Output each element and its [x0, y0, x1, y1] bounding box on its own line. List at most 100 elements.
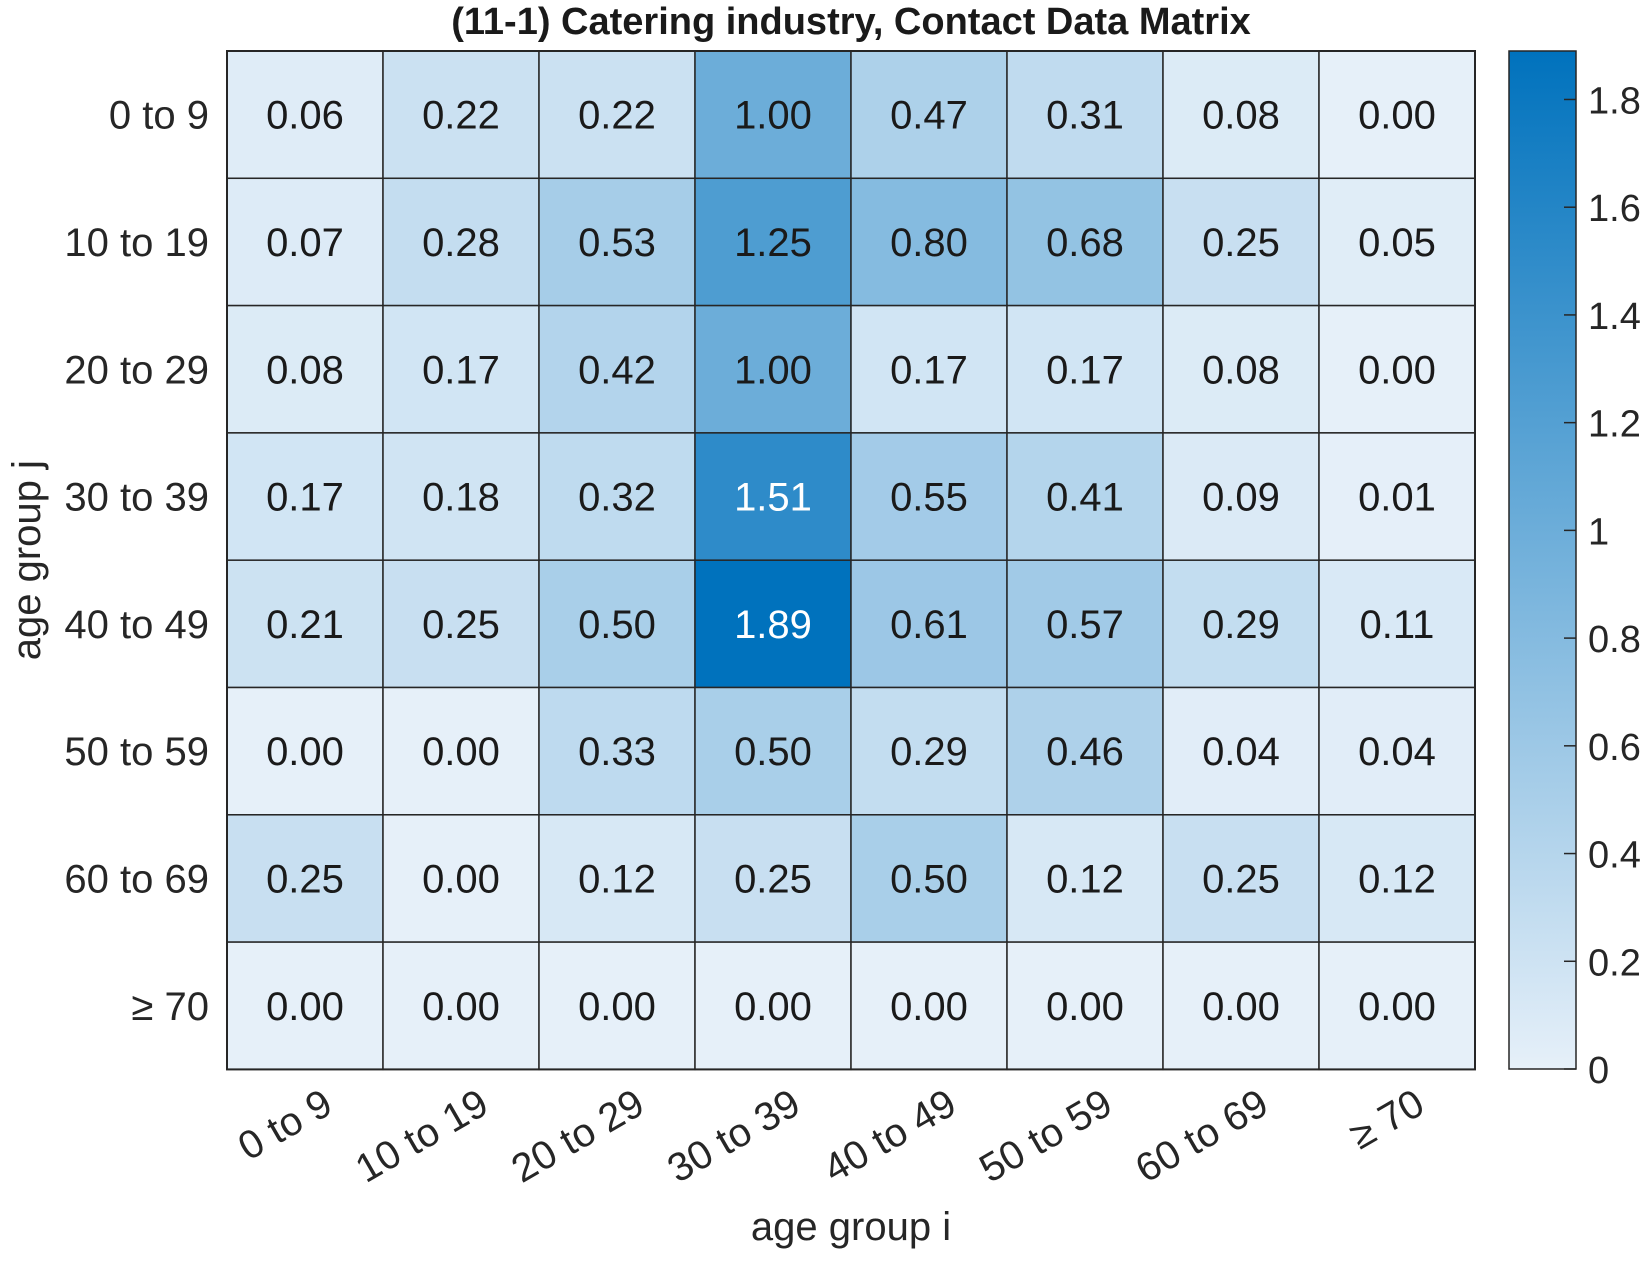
cell-value-label: 0.00 [422, 857, 500, 901]
cell-value-label: 0.46 [1046, 730, 1124, 774]
heatmap-cell [538, 559, 696, 689]
heatmap-cell [538, 304, 696, 434]
cell-value-label: 0.50 [734, 730, 812, 774]
heatmap-cell [226, 432, 384, 561]
cell-value-label: 0.31 [1046, 94, 1124, 138]
cell-value-label: 0.11 [1360, 603, 1435, 647]
cell-value-label: 0.08 [266, 348, 344, 392]
cell-value-label: 0.29 [1202, 603, 1280, 647]
y-tick-label: 10 to 19 [64, 221, 209, 265]
cell-value-label: 0.00 [890, 985, 968, 1029]
cell-value-label: 0.25 [266, 857, 344, 901]
heatmap-cell [382, 814, 540, 943]
heatmap-cell [1318, 686, 1476, 816]
heatmap-cell [538, 941, 696, 1071]
heatmap-cell [1162, 304, 1320, 434]
heatmap-cell [1162, 814, 1320, 943]
cell-value-label: 0.12 [1358, 857, 1436, 901]
cell-value-label: 0.07 [266, 221, 344, 265]
heatmap-cell [1318, 814, 1476, 943]
heatmap-cell [1006, 50, 1164, 180]
heatmap-cell [1006, 814, 1164, 943]
heatmap-cell [382, 50, 540, 180]
cell-value-label: 0.25 [1202, 857, 1280, 901]
cell-value-label: 0.04 [1358, 730, 1436, 774]
cell-value-label: 0.25 [734, 857, 812, 901]
cell-value-label: 0.17 [1046, 348, 1124, 392]
cell-value-label: 0.32 [578, 476, 656, 520]
cell-value-label: 0.47 [890, 94, 968, 138]
colorbar-tick-label: 1.4 [1588, 296, 1641, 338]
colorbar [1508, 50, 1577, 1070]
colorbar-tick-label: 0.8 [1588, 619, 1641, 661]
y-tick-label: 40 to 49 [64, 603, 209, 647]
y-tick-label: 60 to 69 [64, 857, 209, 901]
heatmap-cell [538, 432, 696, 561]
colorbar-tick-label: 1.8 [1588, 80, 1641, 122]
cell-value-label: 0.28 [422, 221, 500, 265]
heatmap-cell [850, 50, 1008, 180]
cell-value-label: 0.21 [266, 603, 344, 647]
cell-value-label: 0.53 [578, 221, 656, 265]
y-tick-label: 50 to 59 [64, 730, 209, 774]
cell-value-label: 0.12 [578, 857, 656, 901]
heatmap-cell [382, 686, 540, 816]
heatmap-cell [1162, 432, 1320, 561]
heatmap-cell [1006, 304, 1164, 434]
cell-value-label: 0.00 [1046, 985, 1124, 1029]
cell-value-label: 0.68 [1046, 221, 1124, 265]
cell-value-label: 1.00 [734, 94, 812, 138]
colorbar-tick-label: 1.6 [1588, 188, 1641, 230]
cell-value-label: 0.29 [890, 730, 968, 774]
cell-value-label: 0.42 [578, 348, 656, 392]
heatmap-cell [694, 304, 852, 434]
cell-value-label: 0.00 [266, 730, 344, 774]
cell-value-label: 0.17 [266, 476, 344, 520]
grid-border [226, 50, 1476, 1071]
y-tick-label: ≥ 70 [131, 985, 209, 1029]
heatmap-cell [1318, 559, 1476, 689]
heatmap-cell [1162, 177, 1320, 307]
cell-value-label: 0.17 [890, 348, 968, 392]
heatmap-cell [850, 559, 1008, 689]
cell-value-label: 1.89 [734, 603, 812, 647]
heatmap-cell [850, 814, 1008, 943]
heatmap-cell [538, 814, 696, 943]
heatmap-cell [382, 177, 540, 307]
colorbar-tick-label: 0 [1588, 1050, 1609, 1092]
cell-value-label: 0.00 [1358, 985, 1436, 1029]
cell-value-label: 0.00 [578, 985, 656, 1029]
heatmap-cell [1006, 559, 1164, 689]
cell-value-label: 0.00 [422, 985, 500, 1029]
heatmap-cell [850, 177, 1008, 307]
cell-value-label: 0.05 [1358, 221, 1436, 265]
cell-value-label: 0.50 [578, 603, 656, 647]
heatmap-cell [694, 177, 852, 307]
x-tick-label: 50 to 59 [972, 1081, 1119, 1191]
y-axis-label: age group j [5, 460, 49, 660]
cell-value-label: 0.04 [1202, 730, 1280, 774]
y-tick-label: 20 to 29 [64, 348, 209, 392]
cell-value-label: 0.61 [890, 603, 968, 647]
cell-value-label: 0.80 [890, 221, 968, 265]
heatmap-cell [1162, 686, 1320, 816]
cell-value-label: 0.22 [422, 94, 500, 138]
y-tick-label: 0 to 9 [109, 94, 209, 138]
cell-value-label: 0.00 [734, 985, 812, 1029]
cell-value-label: 0.22 [578, 94, 656, 138]
heatmap-cell [382, 304, 540, 434]
cell-value-label: 0.12 [1046, 857, 1124, 901]
cell-value-label: 0.00 [266, 985, 344, 1029]
x-tick-label: 40 to 49 [816, 1081, 963, 1191]
heatmap-cell [1162, 559, 1320, 689]
heatmap-cell [1006, 686, 1164, 816]
cell-value-label: 1.00 [734, 348, 812, 392]
cell-value-label: 0.17 [422, 348, 500, 392]
cell-value-label: 0.41 [1046, 476, 1124, 520]
heatmap-cell [694, 432, 852, 561]
x-tick-label: 30 to 39 [660, 1081, 807, 1191]
heatmap-cell [850, 941, 1008, 1071]
cell-value-label: 0.00 [1202, 985, 1280, 1029]
